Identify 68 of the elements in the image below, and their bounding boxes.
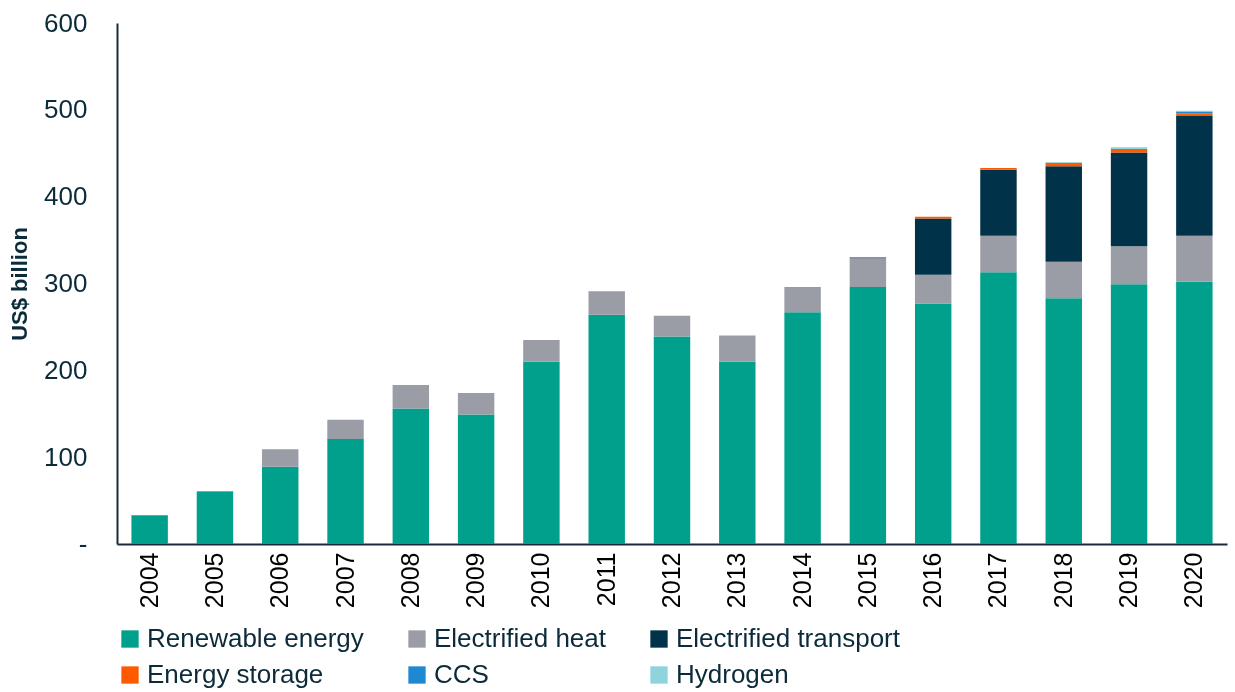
bar <box>523 361 560 544</box>
bar <box>1110 284 1148 544</box>
y-tick-label: 500 <box>44 94 88 125</box>
bar <box>784 312 821 544</box>
bar <box>327 438 364 544</box>
x-tick-label: 2011 <box>591 552 620 607</box>
x-tick-label: 2008 <box>395 552 424 609</box>
legend-label: Renewable energy <box>147 623 364 653</box>
x-tick-label: 2020 <box>1179 552 1208 609</box>
bar <box>719 335 756 362</box>
legend-label: Hydrogen <box>676 659 789 689</box>
y-tick-label: - <box>78 528 88 559</box>
bar <box>980 272 1017 544</box>
y-axis-title: US$ billion <box>7 227 33 341</box>
x-tick-label: 2015 <box>852 552 881 609</box>
x-tick-label: 2013 <box>722 552 751 609</box>
bar <box>1176 281 1213 544</box>
bar <box>849 258 887 287</box>
y-tick-label: 300 <box>44 268 88 298</box>
bar <box>1045 166 1082 262</box>
bar <box>849 286 887 544</box>
bar <box>523 339 560 362</box>
bar <box>1045 298 1082 544</box>
bar <box>784 287 821 313</box>
x-tick-label: 2012 <box>657 552 685 609</box>
bar <box>1110 152 1148 247</box>
x-tick-label: 2018 <box>1048 552 1077 609</box>
bar <box>327 419 364 439</box>
x-tick-label: 2009 <box>461 552 490 609</box>
bar <box>980 169 1017 236</box>
legend-label: Energy storage <box>147 659 324 689</box>
x-tick-label: 2019 <box>1114 552 1143 609</box>
bar <box>262 449 299 467</box>
bar <box>653 315 691 337</box>
x-tick-label: 2006 <box>265 552 294 609</box>
bar <box>914 274 952 304</box>
x-tick-label: 2007 <box>330 552 359 609</box>
bar <box>588 314 625 544</box>
bar <box>1110 246 1148 285</box>
x-tick-label: 2005 <box>199 552 228 609</box>
y-tick-label: 100 <box>44 441 88 472</box>
bar <box>131 515 168 544</box>
bar <box>392 408 430 544</box>
y-tick-label: 400 <box>44 181 88 212</box>
y-tick-label: 600 <box>44 7 88 38</box>
x-tick-label: 2016 <box>918 552 947 609</box>
bar <box>262 466 299 544</box>
bar <box>457 414 495 544</box>
bar <box>1045 261 1082 299</box>
bar <box>392 385 430 409</box>
bar <box>1176 115 1213 236</box>
x-tick-label: 2004 <box>134 552 163 609</box>
bar <box>653 336 691 544</box>
legend-label: CCS <box>434 659 489 689</box>
x-tick-label: 2017 <box>983 552 1012 609</box>
bar <box>457 392 495 415</box>
bar <box>196 491 234 544</box>
x-tick-label: 2014 <box>787 552 816 609</box>
bar <box>719 361 756 544</box>
bar <box>1176 235 1213 282</box>
bar <box>914 303 952 544</box>
bar <box>914 218 952 275</box>
bar <box>980 235 1017 273</box>
legend-label: Electrified heat <box>434 623 607 653</box>
x-tick-label: 2010 <box>526 552 555 609</box>
legend-label: Electrified transport <box>676 623 901 653</box>
bar <box>588 291 625 315</box>
y-tick-label: 200 <box>44 354 88 385</box>
